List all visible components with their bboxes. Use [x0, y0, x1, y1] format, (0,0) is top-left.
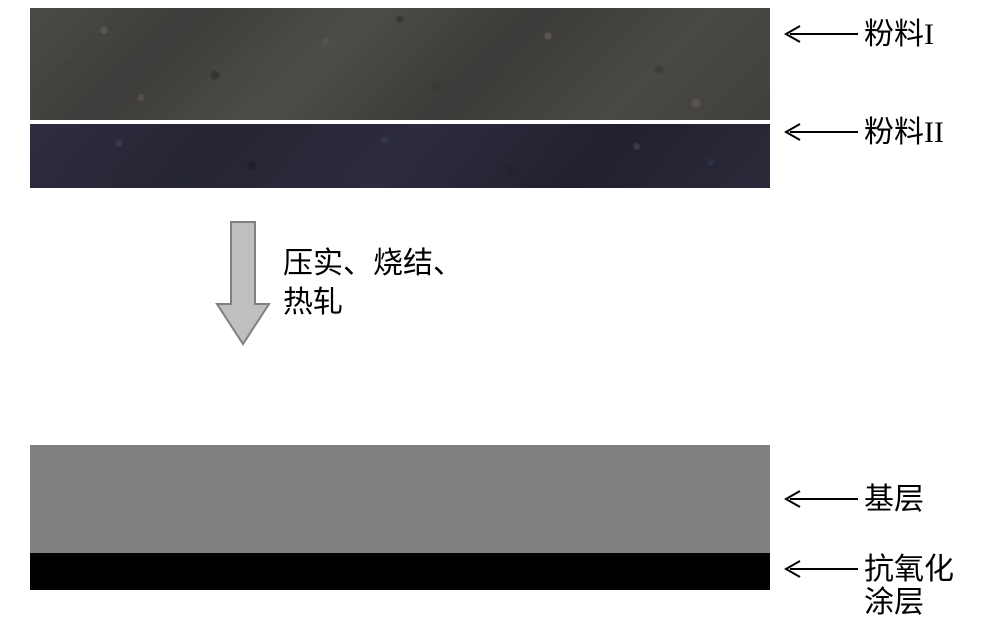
coating-label-line2: 涂层 [864, 586, 954, 619]
arrow-left-icon [780, 559, 858, 579]
coating-row: 抗氧化 涂层 [30, 553, 970, 619]
process-step: 压实、烧结、 热轧 [215, 218, 970, 348]
coating-layer [30, 553, 770, 590]
powder2-label: 粉料II [864, 116, 944, 149]
bottom-stack: 基层 抗氧化 涂层 [30, 445, 970, 619]
arrow-left-icon [780, 489, 858, 509]
top-stack: 粉料I 粉料II 压实、烧结、 热轧 [30, 8, 970, 378]
process-text: 压实、烧结、 热轧 [283, 244, 463, 322]
process-line2: 热轧 [283, 283, 463, 322]
base-layer [30, 445, 770, 553]
powder1-row: 粉料I [30, 8, 970, 120]
powder2-row: 粉料II [30, 124, 970, 188]
powder1-label: 粉料I [864, 18, 934, 51]
arrow-left-icon [780, 24, 858, 44]
base-label-group: 基层 [780, 483, 924, 516]
powder1-label-group: 粉料I [780, 18, 934, 51]
process-arrow-icon [215, 218, 271, 348]
base-label: 基层 [864, 483, 924, 516]
powder2-label-group: 粉料II [780, 116, 944, 149]
coating-label-line1: 抗氧化 [864, 553, 954, 586]
process-line1: 压实、烧结、 [283, 244, 463, 283]
powder1-layer [30, 8, 770, 120]
coating-label: 抗氧化 涂层 [864, 553, 954, 619]
arrow-left-icon [780, 122, 858, 142]
coating-label-group: 抗氧化 涂层 [780, 553, 954, 619]
base-row: 基层 [30, 445, 970, 553]
powder2-layer [30, 124, 770, 188]
